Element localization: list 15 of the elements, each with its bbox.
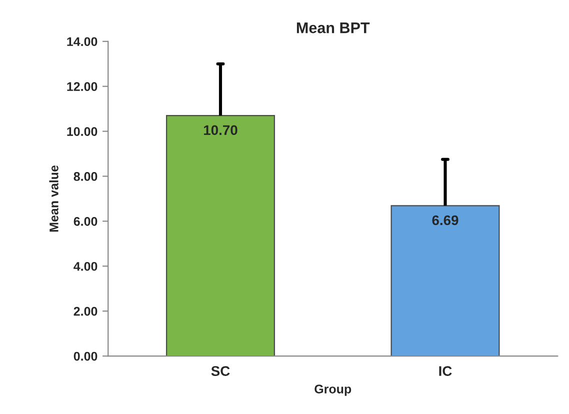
y-tick-label: 0.00 [74,352,98,361]
y-tick-label: 12.00 [67,82,98,91]
y-tick-label: 10.00 [67,127,98,136]
x-tick-label: IC [439,366,452,376]
y-tick-label: 2.00 [74,306,98,316]
chart-title: Mean BPT [296,22,370,34]
y-tick-label: 4.00 [74,262,98,271]
y-tick-label: 8.00 [74,172,98,181]
data-label: 6.69 [432,215,458,226]
x-axis-title: Group [314,384,352,396]
y-tick-label: 6.00 [74,216,98,226]
x-tick-label: SC [211,366,230,376]
y-tick-label: 14.00 [67,37,98,46]
y-axis-title: Mean value [49,165,58,232]
data-label: 10.70 [204,125,238,136]
